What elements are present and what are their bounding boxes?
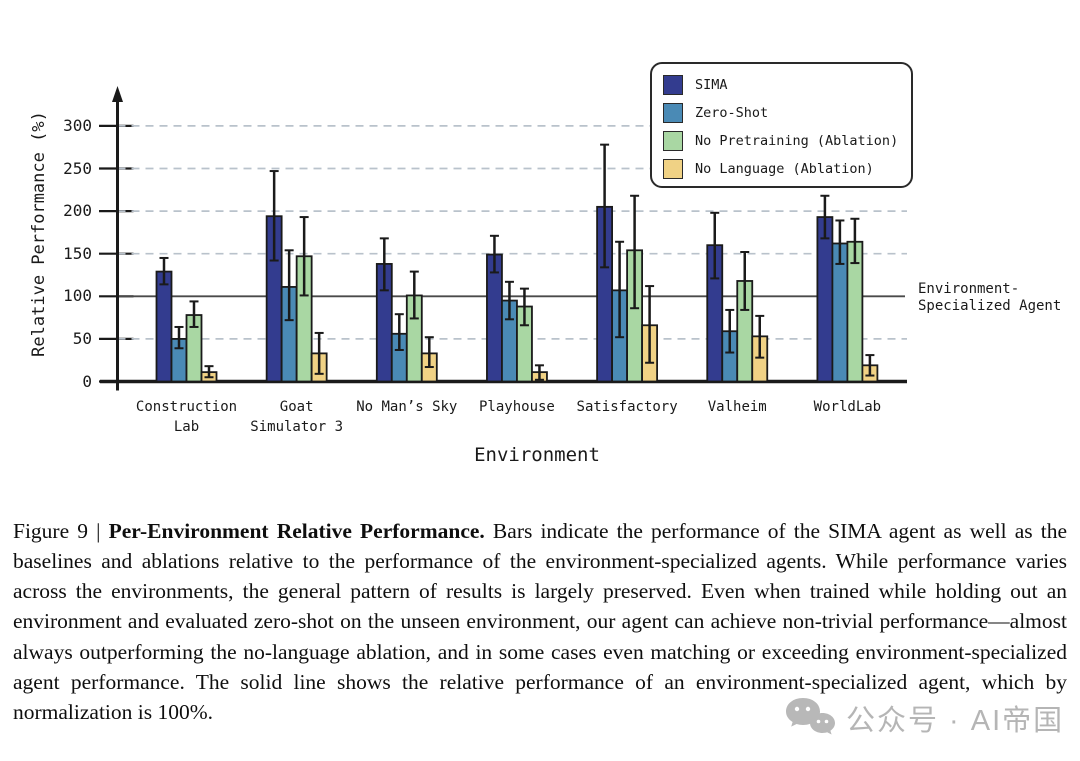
legend-swatch-no-language xyxy=(663,159,683,179)
watermark-text: 公众号 · AI帝国 xyxy=(846,705,1065,737)
legend-item-no-pretraining: No Pretraining (Ablation) xyxy=(652,127,911,155)
chart-legend: SIMA Zero-Shot No Pretraining (Ablation)… xyxy=(650,62,913,188)
reference-line-annotation-line1: Environment- xyxy=(918,281,1020,298)
caption-prefix: Figure 9 | xyxy=(13,518,109,543)
figure-caption: Figure 9 | Per-Environment Relative Perf… xyxy=(13,516,1067,728)
y-tick-label-0: 0 xyxy=(82,371,92,391)
caption-body: Bars indicate the performance of the SIM… xyxy=(13,518,1068,725)
wechat-icon xyxy=(786,698,835,735)
x-tick-label-satisfactory: Satisfactory xyxy=(576,399,678,415)
legend-label-no-language: No Language (Ablation) xyxy=(695,161,874,177)
y-tick-label-200: 200 xyxy=(63,201,92,221)
reference-line-annotation: Environment- Specialized Agent xyxy=(918,281,1061,315)
legend-swatch-no-pretraining xyxy=(663,131,683,151)
bar-chart-canvas xyxy=(99,86,907,391)
caption-title: Per-Environment Relative Performance. xyxy=(108,518,485,543)
legend-label-no-pretraining: No Pretraining (Ablation) xyxy=(695,133,899,149)
x-tick-label-valheim: Valheim xyxy=(707,399,767,415)
legend-item-zero-shot: Zero-Shot xyxy=(652,99,911,127)
legend-swatch-zero-shot xyxy=(663,103,683,123)
x-tick-label-no-man-s-sky: No Man’s Sky xyxy=(356,399,458,415)
y-axis-title: Relative Performance (%) xyxy=(29,111,49,357)
bar-sima-construction-lab xyxy=(155,270,173,383)
y-tick-label-250: 250 xyxy=(63,158,92,178)
y-tick-label-150: 150 xyxy=(63,243,92,263)
x-tick-label-worldlab: WorldLab xyxy=(813,399,882,415)
x-tick-label-construction-lab: Construction Lab xyxy=(135,399,238,435)
x-tick-label-playhouse: Playhouse xyxy=(479,399,555,415)
y-tick-label-50: 50 xyxy=(72,328,92,348)
y-axis-arrowhead xyxy=(112,86,123,102)
x-axis-title: Environment xyxy=(474,444,600,466)
y-tick-label-300: 300 xyxy=(63,115,92,135)
legend-swatch-sima xyxy=(663,75,683,95)
x-tick-label-goat-simulator-3: Goat Simulator 3 xyxy=(250,399,343,435)
legend-label-sima: SIMA xyxy=(695,77,728,93)
watermark: 公众号 · AI帝国 xyxy=(784,696,1064,740)
legend-label-zero-shot: Zero-Shot xyxy=(695,105,769,121)
bar-sima-worldlab xyxy=(816,216,834,383)
legend-item-sima: SIMA xyxy=(652,71,911,99)
legend-item-no-language: No Language (Ablation) xyxy=(652,155,911,183)
y-tick-label-100: 100 xyxy=(63,286,92,306)
bar-sima-playhouse xyxy=(486,253,503,383)
reference-line-annotation-line2: Specialized Agent xyxy=(918,298,1062,315)
